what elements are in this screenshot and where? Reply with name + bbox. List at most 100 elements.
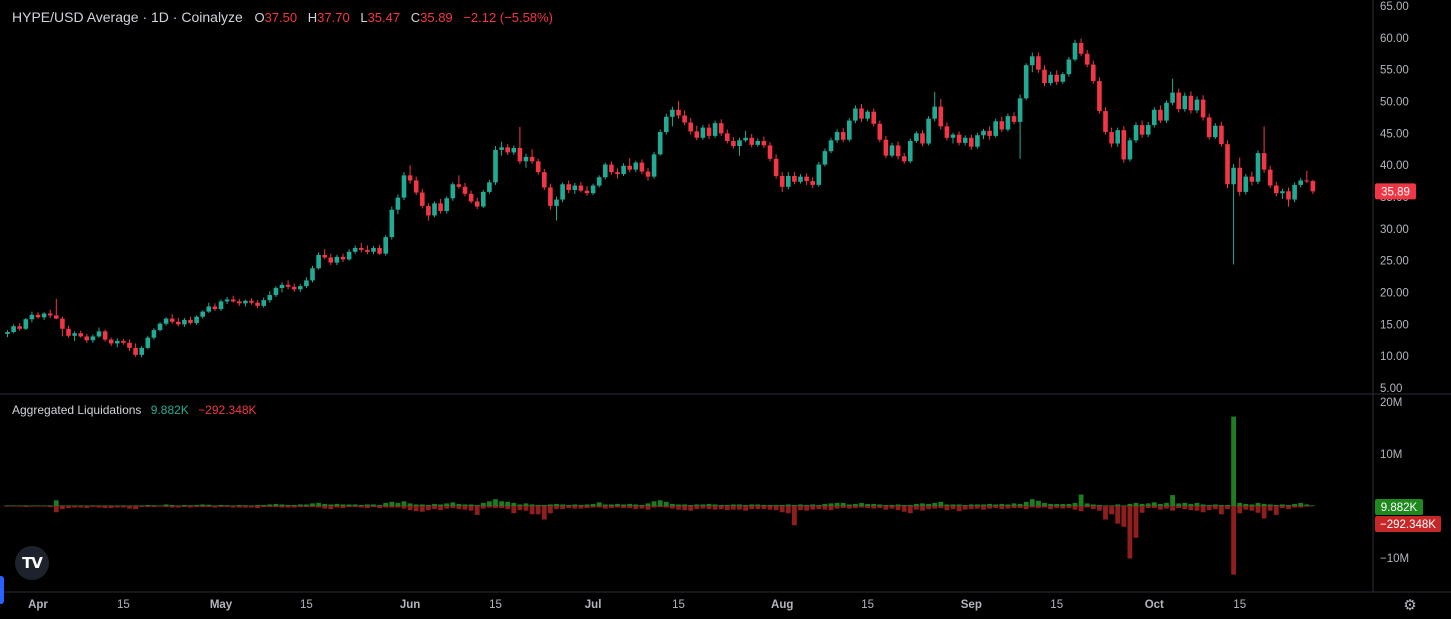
gear-icon[interactable]: ⚙ (1403, 597, 1417, 614)
liquidation-bar-negative (627, 506, 633, 509)
liquidation-bar-positive (212, 505, 218, 506)
liquidation-bar-negative (590, 506, 596, 508)
candle-body (1206, 117, 1212, 138)
liquidation-bar-positive (1078, 494, 1084, 506)
liquidation-bar-negative (66, 506, 71, 509)
liquidation-bar-negative (243, 506, 248, 508)
candle-body (121, 340, 126, 343)
liquidation-negative-badge (1375, 516, 1441, 532)
liquidation-bar-negative (53, 506, 59, 513)
candle-body (633, 162, 639, 170)
candle-body (1182, 95, 1188, 110)
liquidation-bar-negative (682, 506, 687, 511)
candle-body (29, 314, 35, 320)
last-price-badge (1375, 183, 1416, 200)
liquidation-bar-negative (1097, 506, 1102, 511)
candle-body (383, 237, 388, 254)
liquidation-bar-negative (651, 506, 657, 508)
liquidation-bar-negative (413, 506, 419, 512)
liquidation-bar-negative (816, 506, 822, 510)
liquidation-bar-negative (395, 506, 401, 508)
candle-body (84, 336, 90, 341)
liquidation-bar-positive (822, 503, 828, 506)
candle-body (23, 319, 29, 329)
liquidation-bar-negative (41, 506, 47, 507)
candle-body (1243, 176, 1249, 192)
time-tick-label: 15 (117, 599, 130, 611)
candle-body (1042, 69, 1047, 84)
liquidation-bar-positive (395, 502, 401, 506)
candle-body (822, 151, 828, 165)
candle-body (1152, 109, 1157, 126)
liquidation-bar-negative (1176, 506, 1182, 509)
liquidation-bar-negative (1011, 506, 1017, 509)
liquidation-bar-negative (72, 506, 77, 508)
liquidation-bar-positive (151, 505, 157, 506)
candle-body (413, 180, 419, 193)
liquidation-bar-positive (218, 504, 224, 506)
liquidation-bar-negative (663, 506, 669, 508)
liquidation-bar-negative (438, 506, 443, 511)
liquidation-bar-positive (615, 503, 620, 506)
liquidation-bar-negative (419, 506, 425, 512)
liquidation-bar-positive (1036, 500, 1041, 506)
liquidation-bar-negative (78, 506, 84, 508)
high-value: 37.70 (317, 10, 350, 25)
liquidation-bar-positive (840, 502, 846, 506)
candle-body (1261, 153, 1267, 170)
liquidation-bar-positive (541, 504, 547, 506)
liquidation-bar-negative (938, 506, 944, 509)
liquidation-bar-negative (584, 506, 590, 509)
liquidation-bar-negative (724, 506, 730, 511)
side-panel-handle[interactable] (0, 576, 4, 604)
liquidation-bar-positive (846, 504, 852, 506)
candle-body (352, 247, 358, 252)
candle-body (255, 302, 260, 306)
candle-body (1176, 92, 1181, 110)
liquidation-bar-positive (72, 505, 77, 506)
candle-body (182, 319, 187, 325)
liquidation-bar-positive (480, 502, 486, 506)
liquidation-bar-positive (645, 503, 651, 506)
candle-body (395, 197, 401, 210)
candle-body (230, 299, 236, 302)
liquidation-bar-positive (828, 503, 834, 506)
candle-body (969, 137, 974, 147)
liquidation-bar-positive (139, 505, 145, 506)
candle-body (151, 330, 157, 338)
liquidation-bar-negative (1121, 506, 1127, 527)
liquidation-bar-positive (1206, 504, 1212, 506)
candle-body (1060, 74, 1066, 82)
liquidation-bar-positive (419, 504, 425, 506)
liquidation-bar-positive (877, 504, 883, 506)
candle-body (517, 147, 523, 162)
liquidation-bar-negative (1231, 506, 1236, 575)
liquidation-bar-positive (1090, 504, 1096, 506)
liquidation-bar-positive (365, 504, 370, 506)
candle-body (1115, 130, 1120, 144)
liquidation-bar-positive (230, 505, 236, 506)
liquidation-bar-positive (102, 505, 108, 506)
liquidations-title[interactable]: Aggregated Liquidations (12, 403, 142, 417)
candle-body (938, 106, 944, 127)
time-tick-label: 15 (1233, 599, 1246, 611)
candle-body (670, 109, 675, 117)
liquidation-bar-negative (230, 506, 236, 508)
liquidation-bar-negative (236, 506, 242, 508)
liquidation-bar-negative (1249, 506, 1255, 511)
liquidation-bar-positive (1176, 503, 1182, 506)
liquidation-bar-negative (206, 506, 212, 508)
liquidation-bar-negative (1164, 506, 1169, 509)
tradingview-logo-icon[interactable]: TV (15, 546, 49, 580)
liquidation-bar-positive (340, 504, 346, 506)
liquidation-bar-positive (1304, 504, 1310, 506)
liquidation-bar-positive (1109, 505, 1114, 506)
candle-body (78, 333, 83, 337)
liquidation-bar-positive (981, 504, 986, 506)
candle-body (115, 340, 120, 344)
candle-body (474, 201, 480, 207)
liquidation-bar-negative (426, 506, 431, 511)
liquidation-bar-positive (23, 505, 29, 506)
liquidation-bar-negative (871, 506, 877, 509)
symbol-title[interactable]: HYPE/USD Average · 1D · Coinalyze (12, 9, 243, 25)
